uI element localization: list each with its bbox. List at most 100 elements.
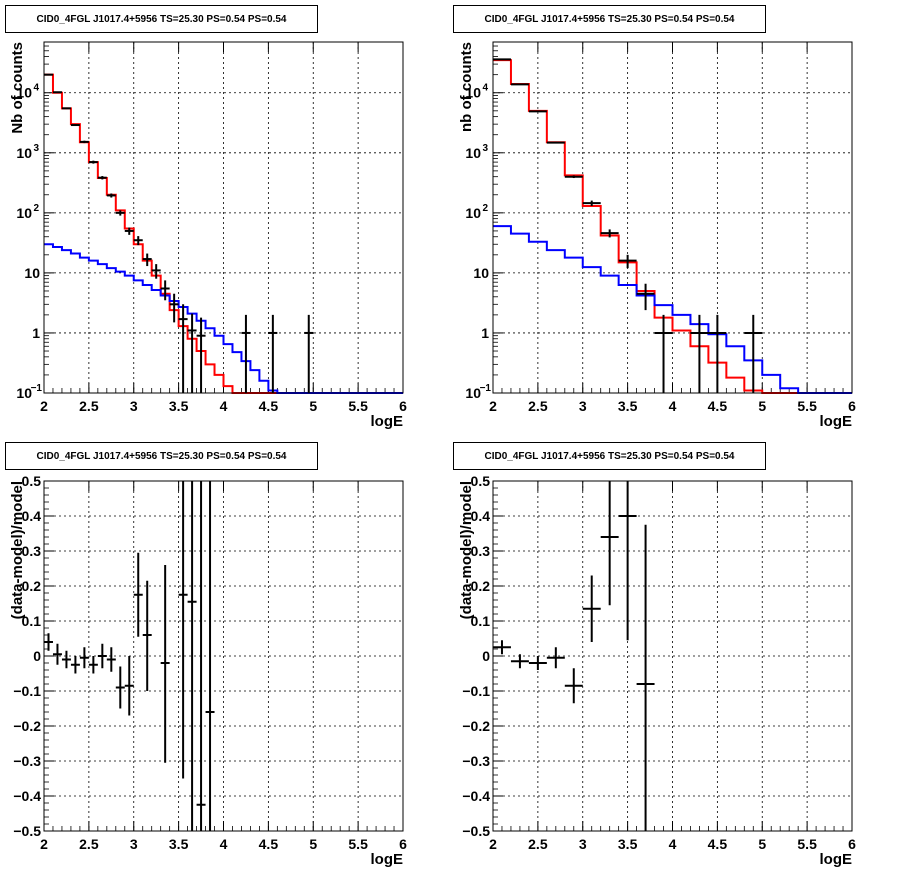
top-right-ytick-exponent: 4 [482, 83, 488, 94]
bottom-left-ytick-label: −0.2 [13, 718, 41, 734]
top-left-xtick-label: 6 [399, 398, 407, 414]
top-left-xtick-label: 5 [309, 398, 317, 414]
top-left-plot-frame [43, 41, 404, 394]
top-left-ytick-label: 10 [24, 265, 40, 281]
bottom-right-ytick-label: −0.5 [462, 823, 490, 839]
top-right-xtick-label: 3.5 [618, 398, 638, 414]
top-left-data-point [187, 313, 197, 393]
bottom-left-plot-frame [43, 480, 404, 832]
top-left-data-point [151, 264, 161, 279]
top-right-yaxis-label: nb of counts [458, 42, 475, 132]
top-left-ytick-exponent: 4 [33, 83, 39, 94]
bottom-left-xtick-label: 2 [40, 836, 48, 852]
top-left-data-point [124, 227, 134, 235]
top-left-ytick-label: 10 [16, 85, 32, 101]
top-right-xtick-label: 4 [669, 398, 677, 414]
bottom-right-ytick-label: −0.2 [462, 718, 490, 734]
top-right-data-point [744, 314, 763, 393]
bottom-left-data-point [106, 647, 116, 672]
top-left-ytick-label: 10 [16, 205, 32, 221]
bottom-left-xtick-label: 3.5 [169, 836, 189, 852]
top-left-xaxis-label: logE [371, 413, 404, 430]
bottom-right-xtick-label: 6 [848, 836, 856, 852]
top-left-data-point [304, 314, 314, 393]
top-right-ytick-label: 10 [465, 385, 481, 401]
top-left-data-point [106, 193, 116, 198]
top-left-data-point [160, 280, 170, 301]
bottom-left-data-point [88, 656, 98, 674]
bottom-right-ytick-label: 0.3 [471, 543, 491, 559]
top-right-xaxis-label: logE [820, 413, 853, 430]
top-right-data-point [654, 314, 673, 393]
bottom-left-ytick-label: −0.3 [13, 753, 41, 769]
bottom-right-xtick-label: 4.5 [708, 836, 728, 852]
top-left-data-point [61, 107, 71, 110]
bottom-left-data-point [196, 481, 206, 831]
chart-title-top-left: CID0_4FGL J1017.4+5956 TS=25.30 PS=0.54 … [5, 5, 318, 33]
top-left-xtick-label: 2.5 [79, 398, 99, 414]
top-right-xtick-label: 2 [489, 398, 497, 414]
top-right-ytick-exponent: 3 [482, 143, 488, 154]
top-left-ytick-exponent: 3 [33, 143, 39, 154]
bottom-right-data-point [600, 481, 619, 606]
bottom-left-data-point [124, 656, 134, 716]
bottom-left-ytick-label: −0.5 [13, 823, 41, 839]
bottom-right-data-point [493, 640, 511, 655]
chart-title-bottom-left: CID0_4FGL J1017.4+5956 TS=25.30 PS=0.54 … [5, 442, 318, 470]
bottom-left-ytick-label: 0.2 [22, 578, 42, 594]
top-left-data-point [268, 314, 278, 393]
top-left-data-point [44, 73, 53, 76]
bottom-right-xtick-label: 5 [758, 836, 766, 852]
bottom-left-data-point [79, 647, 89, 669]
bottom-left-data-point [97, 643, 107, 669]
bottom-right-plot-frame [492, 480, 853, 832]
top-left-data-point [88, 160, 98, 164]
bottom-right-xtick-label: 5.5 [797, 836, 817, 852]
bottom-left-ytick-label: 0.3 [22, 543, 42, 559]
top-left-xtick-label: 4 [220, 398, 228, 414]
bottom-left-data-point [52, 643, 62, 665]
top-right-ytick-label: 10 [473, 265, 489, 281]
top-left-data-point [196, 317, 206, 393]
chart-title-bottom-right: CID0_4FGL J1017.4+5956 TS=25.30 PS=0.54 … [453, 442, 766, 470]
top-right-xtick-label: 5 [758, 398, 766, 414]
bottom-left-xtick-label: 3 [130, 836, 138, 852]
top-left-data-point [142, 253, 152, 267]
top-left-xtick-label: 3 [130, 398, 138, 414]
bottom-left-ytick-label: −0.1 [13, 683, 41, 699]
bottom-right-ytick-label: −0.3 [462, 753, 490, 769]
bottom-left-data-point [178, 481, 188, 779]
top-right-data-point [690, 314, 709, 393]
top-left-ytick-exponent: −1 [31, 383, 43, 394]
bottom-right-xtick-label: 2.5 [528, 836, 548, 852]
bottom-left-yaxis-label: (data-model)/model [9, 481, 26, 619]
bottom-left-data-point [70, 656, 80, 674]
bottom-left-data-point [115, 666, 125, 709]
bottom-left-data-point [187, 481, 197, 831]
top-right-data-point [546, 141, 565, 144]
top-right-xtick-label: 2.5 [528, 398, 548, 414]
top-left-data-point [52, 91, 62, 94]
top-right-ytick-exponent: −1 [480, 383, 492, 394]
top-right-xtick-label: 4.5 [708, 398, 728, 414]
top-right-xtick-label: 5.5 [797, 398, 817, 414]
top-left-data-point [133, 236, 143, 246]
top-left-xtick-label: 3.5 [169, 398, 189, 414]
top-right-data-point [564, 175, 583, 179]
bottom-right-data-point [618, 481, 637, 641]
top-right-plot-frame [492, 41, 853, 394]
top-left-xtick-label: 4.5 [259, 398, 279, 414]
bottom-left-ytick-label: 0.1 [22, 613, 42, 629]
top-left-data-point [115, 210, 125, 216]
bottom-right-ytick-label: −0.4 [462, 788, 490, 804]
top-right-data-point [528, 110, 547, 113]
chart-title-top-right: CID0_4FGL J1017.4+5956 TS=25.30 PS=0.54 … [453, 5, 766, 33]
bottom-right-data-point [510, 654, 529, 669]
top-right-ytick-exponent: 2 [482, 203, 488, 214]
bottom-left-xtick-label: 5 [309, 836, 317, 852]
bottom-right-ytick-label: 0.2 [471, 578, 491, 594]
bottom-right-xtick-label: 2 [489, 836, 497, 852]
top-right-data-point [600, 229, 619, 238]
